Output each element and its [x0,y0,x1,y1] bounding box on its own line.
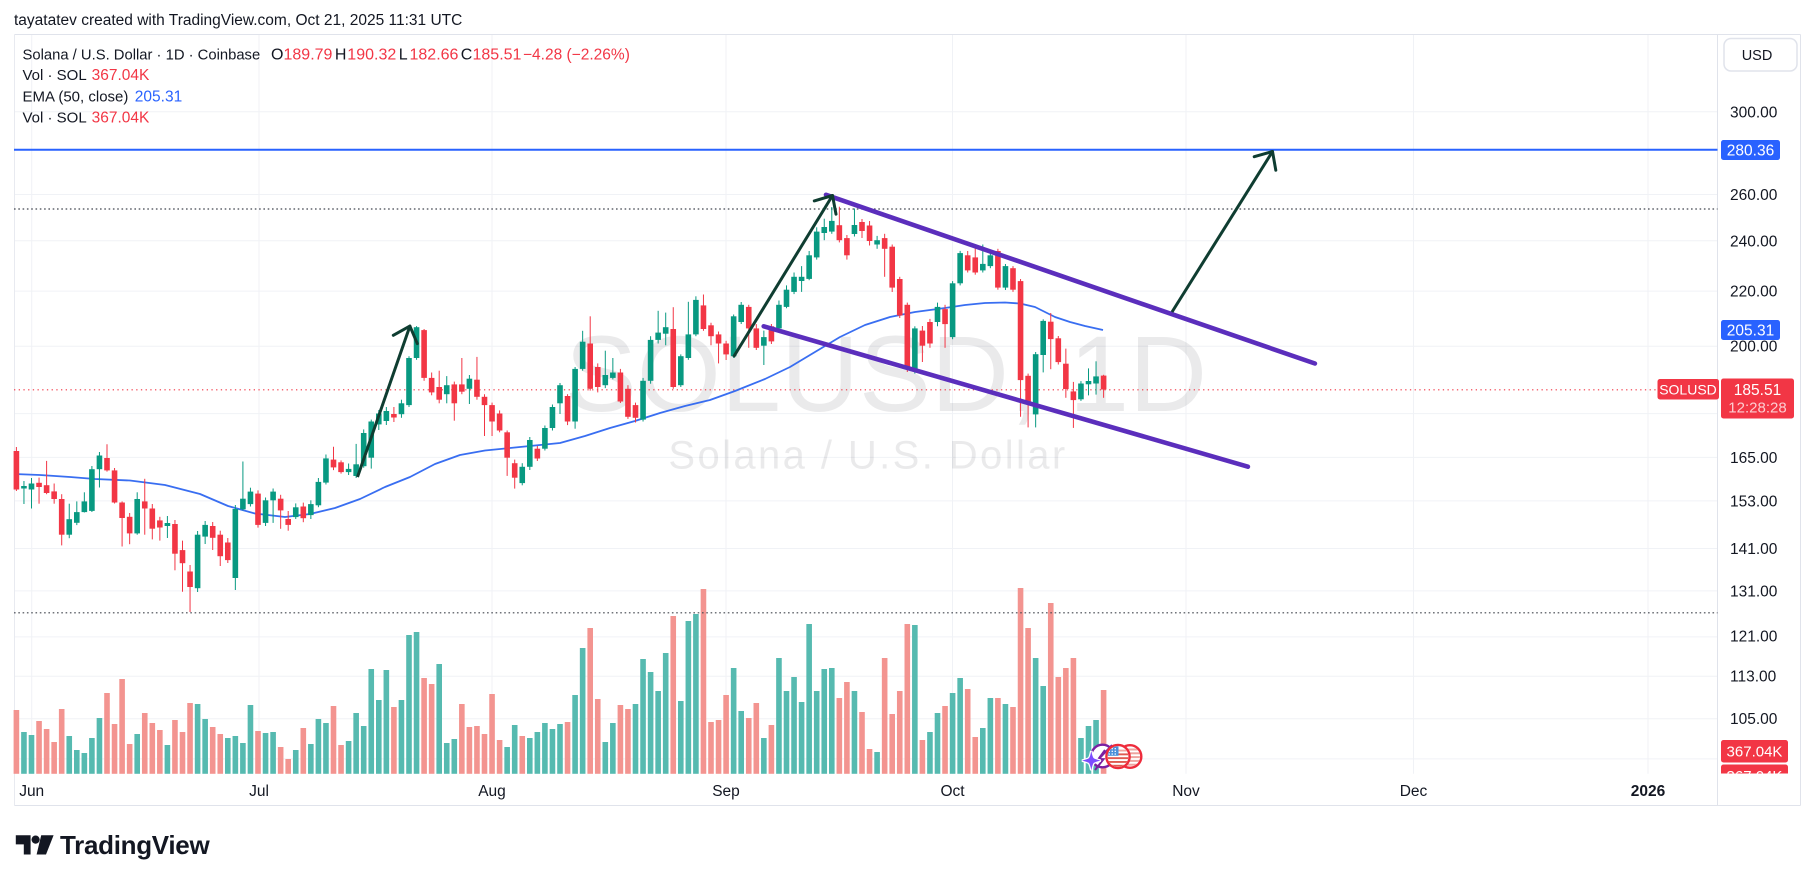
svg-text:Oct: Oct [940,783,965,800]
svg-text:SOLUSD, 1D: SOLUSD, 1D [565,313,1207,434]
svg-text:367.04K: 367.04K [1727,744,1783,761]
svg-text:367.04K: 367.04K [1727,768,1783,785]
svg-text:131.00: 131.00 [1730,583,1778,600]
svg-text:141.00: 141.00 [1730,541,1778,558]
svg-text:205.31: 205.31 [1727,323,1774,340]
svg-text:Solana / U.S. Dollar: Solana / U.S. Dollar [668,434,1067,478]
svg-text:105.00: 105.00 [1730,711,1778,728]
svg-text:300.00: 300.00 [1730,104,1778,121]
svg-text:2026: 2026 [1631,783,1666,800]
svg-text:TradingView: TradingView [60,830,210,860]
svg-text:SOLUSD: SOLUSD [1659,382,1717,398]
svg-text:200.00: 200.00 [1730,339,1778,356]
svg-text:Sep: Sep [712,783,740,800]
svg-text:Jun: Jun [19,783,44,800]
svg-text:Dec: Dec [1400,783,1428,800]
svg-text:Jul: Jul [249,783,269,800]
svg-text:260.00: 260.00 [1730,187,1778,204]
svg-text:tayatatev created with Trading: tayatatev created with TradingView.com, … [14,12,462,29]
svg-text:USD: USD [1742,48,1773,64]
svg-text:Aug: Aug [478,783,506,800]
svg-text:185.51: 185.51 [1734,382,1781,399]
svg-text:Solana / U.S. Dollar · 1D · Co: Solana / U.S. Dollar · 1D · Coinbase O189… [23,47,630,64]
svg-text:Nov: Nov [1172,783,1200,800]
svg-text:220.00: 220.00 [1730,284,1778,301]
svg-text:EMA (50, close)205.31: EMA (50, close) 205.31 [23,89,183,106]
svg-text:240.00: 240.00 [1730,233,1778,250]
svg-text:113.00: 113.00 [1730,669,1777,686]
svg-text:153.00: 153.00 [1730,493,1778,510]
svg-text:121.00: 121.00 [1730,629,1778,646]
svg-text:12:28:28: 12:28:28 [1728,400,1786,417]
svg-text:280.36: 280.36 [1727,143,1774,160]
svg-text:165.00: 165.00 [1730,450,1778,467]
